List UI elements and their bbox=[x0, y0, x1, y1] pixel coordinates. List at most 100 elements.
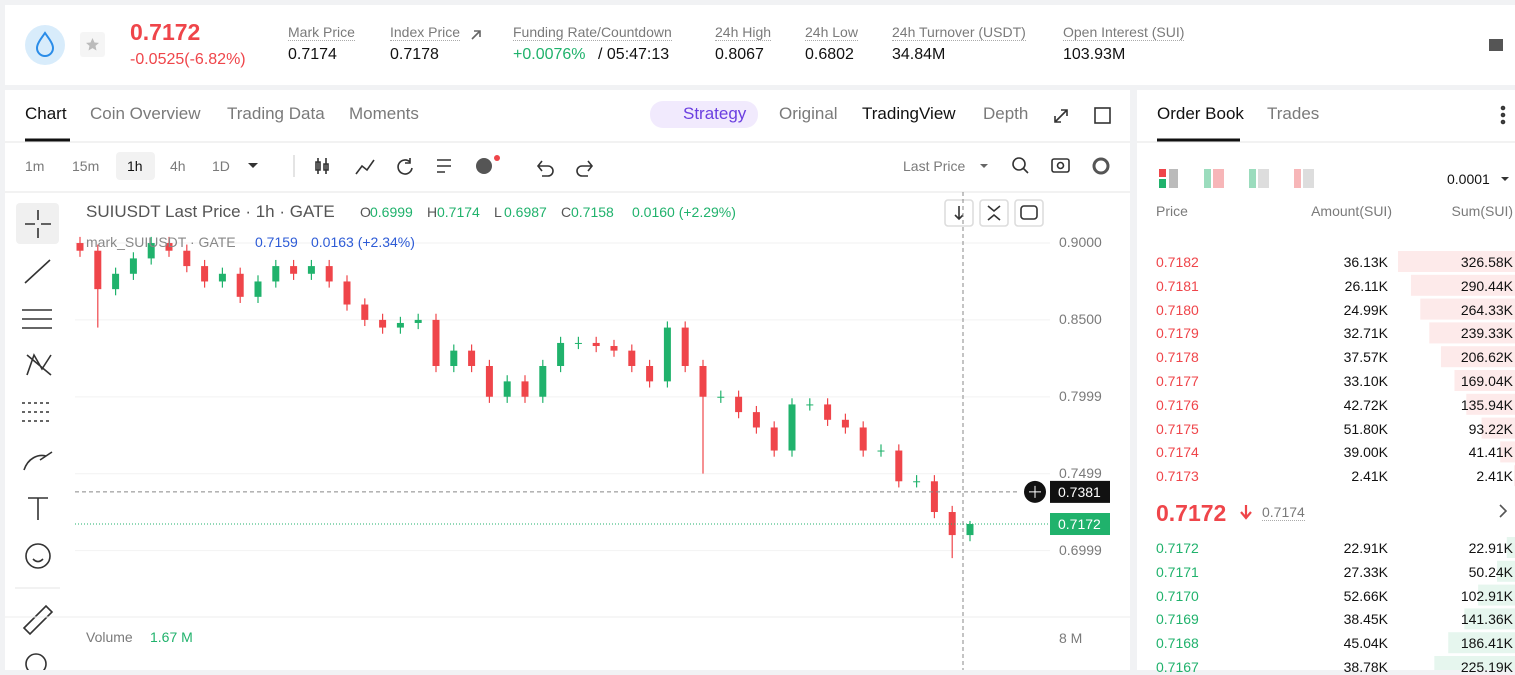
candle-icon[interactable] bbox=[315, 158, 329, 174]
chart-button[interactable] bbox=[979, 199, 1009, 227]
book-icon[interactable] bbox=[1489, 39, 1503, 51]
chevron[interactable] bbox=[1499, 504, 1508, 518]
add-icon[interactable] bbox=[476, 158, 492, 174]
expand-icon[interactable] bbox=[1054, 109, 1068, 123]
book-tab[interactable]: Trades bbox=[1267, 104, 1320, 123]
book-layout bbox=[1169, 169, 1178, 188]
redo-icon[interactable] bbox=[576, 160, 594, 177]
book-price[interactable]: 0.7177 bbox=[1156, 373, 1199, 389]
book-layout[interactable] bbox=[1204, 169, 1211, 188]
book-amount: 26.11K bbox=[1344, 277, 1388, 294]
book-price[interactable]: 0.7173 bbox=[1156, 468, 1199, 485]
interval[interactable]: 1D bbox=[212, 158, 230, 174]
depth-bar bbox=[1481, 417, 1515, 439]
view-tab[interactable]: Strategy bbox=[683, 104, 747, 123]
camera-icon[interactable] bbox=[1051, 158, 1070, 173]
book-price[interactable]: 0.7174 bbox=[1156, 444, 1199, 461]
book-price[interactable]: 0.7175 bbox=[1156, 420, 1199, 437]
precision[interactable]: 0.0001 bbox=[1447, 171, 1490, 187]
ruler-tool[interactable] bbox=[22, 604, 54, 636]
book-price[interactable]: 0.7176 bbox=[1156, 396, 1199, 413]
depth-bar bbox=[1398, 251, 1515, 272]
replay-icon[interactable] bbox=[397, 158, 413, 175]
chart-button[interactable] bbox=[944, 199, 974, 227]
crosshair-tool[interactable] bbox=[25, 210, 51, 238]
mid-price: 0.7172 bbox=[1156, 500, 1227, 526]
book-price[interactable]: 0.7181 bbox=[1156, 277, 1199, 294]
caret[interactable] bbox=[980, 164, 988, 168]
ohlc-value: 0.6999 bbox=[370, 204, 413, 220]
more-icon[interactable] bbox=[1500, 105, 1506, 111]
book-price[interactable]: 0.7182 bbox=[1156, 254, 1199, 270]
stat-value: +0.0076% bbox=[513, 46, 586, 63]
price-source[interactable]: Last Price bbox=[903, 158, 966, 174]
view-tab[interactable]: Original bbox=[779, 104, 838, 123]
chart-tab[interactable]: Chart bbox=[25, 104, 67, 123]
candle-body bbox=[76, 243, 84, 251]
chart-button-icon bbox=[954, 206, 964, 221]
pattern-tool[interactable] bbox=[26, 353, 52, 376]
search-icon[interactable] bbox=[1012, 157, 1026, 171]
book-price[interactable]: 0.7169 bbox=[1156, 611, 1199, 628]
fib-tool[interactable] bbox=[22, 402, 52, 422]
stat-label: 24h Low bbox=[805, 24, 858, 41]
ohlc-value: 0.7158 bbox=[571, 204, 614, 220]
y-tick-label: 0.8500 bbox=[1059, 310, 1102, 327]
candle-body bbox=[521, 381, 529, 397]
book-price[interactable]: 0.7170 bbox=[1156, 587, 1199, 604]
indicator-icon[interactable] bbox=[355, 159, 375, 175]
book-layout[interactable] bbox=[1249, 169, 1256, 188]
book-layout[interactable] bbox=[1159, 169, 1166, 177]
candle-body bbox=[610, 346, 618, 351]
strategy-pill[interactable] bbox=[650, 101, 758, 128]
brush-tool[interactable] bbox=[23, 451, 53, 471]
text-tool[interactable] bbox=[28, 497, 48, 520]
emoji-tool[interactable] bbox=[25, 543, 51, 569]
chart-tab[interactable]: Coin Overview bbox=[90, 104, 201, 123]
chart-tab[interactable]: Trading Data bbox=[227, 104, 325, 123]
book-sum: 326.58K bbox=[1460, 254, 1513, 270]
ohlc-key: C bbox=[561, 204, 572, 220]
settings-icon[interactable] bbox=[1092, 157, 1110, 175]
volume-tick: 8 M bbox=[1059, 630, 1083, 646]
depth-bar bbox=[1497, 560, 1515, 582]
book-price[interactable]: 0.7167 bbox=[1156, 659, 1199, 675]
window-icon[interactable] bbox=[1094, 107, 1111, 124]
interval[interactable]: 4h bbox=[170, 158, 186, 174]
depth-bar bbox=[1429, 322, 1515, 344]
book-price[interactable]: 0.7179 bbox=[1156, 325, 1199, 342]
book-amount: 32.71K bbox=[1343, 325, 1388, 342]
book-amount: 42.72K bbox=[1343, 396, 1388, 413]
interval[interactable]: 15m bbox=[72, 158, 100, 174]
chart-button[interactable] bbox=[1014, 199, 1044, 227]
chart-tab[interactable]: Moments bbox=[349, 104, 419, 123]
candle-body bbox=[307, 266, 315, 274]
view-tab[interactable]: TradingView bbox=[862, 104, 956, 123]
caret[interactable] bbox=[248, 163, 258, 168]
view-tab[interactable]: Depth bbox=[983, 104, 1029, 123]
stat-value: 0.8067 bbox=[715, 46, 764, 63]
template-icon[interactable] bbox=[437, 159, 451, 173]
book-amount: 33.10K bbox=[1343, 373, 1388, 389]
stat-value: / 05:47:13 bbox=[598, 46, 670, 63]
interval[interactable]: 1h bbox=[127, 158, 143, 174]
interval[interactable]: 1m bbox=[25, 158, 45, 174]
book-price[interactable]: 0.7172 bbox=[1156, 540, 1199, 556]
book-tab[interactable]: Order Book bbox=[1157, 104, 1244, 123]
book-price[interactable]: 0.7168 bbox=[1156, 635, 1199, 652]
zoom-tool[interactable] bbox=[25, 653, 47, 670]
candle-body bbox=[930, 481, 938, 513]
book-price[interactable]: 0.7178 bbox=[1156, 349, 1199, 366]
undo-icon[interactable] bbox=[536, 160, 554, 177]
book-price[interactable]: 0.7171 bbox=[1156, 563, 1199, 580]
channel-tool[interactable] bbox=[22, 309, 52, 329]
external-icon bbox=[471, 30, 481, 40]
depth-bar bbox=[1420, 298, 1515, 320]
candle-body bbox=[681, 327, 689, 366]
line-tool[interactable] bbox=[24, 259, 51, 284]
last-price: 0.7172 bbox=[130, 19, 201, 45]
caret[interactable] bbox=[1501, 177, 1509, 181]
candle-body bbox=[218, 273, 226, 282]
book-price[interactable]: 0.7180 bbox=[1156, 301, 1199, 318]
book-layout[interactable] bbox=[1294, 169, 1301, 188]
